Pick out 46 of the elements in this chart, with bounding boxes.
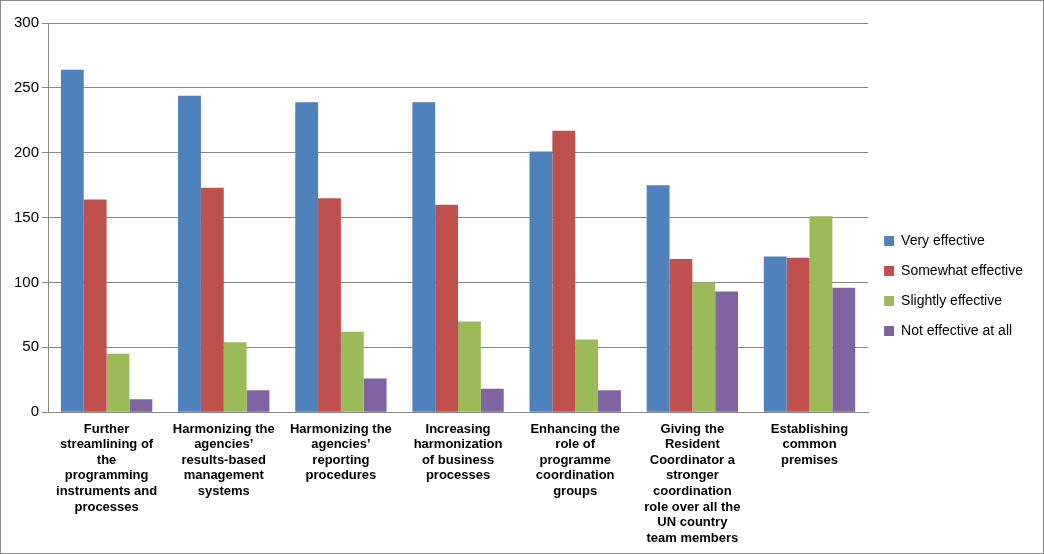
bar [832,287,856,412]
bar [575,339,599,412]
bar [809,216,833,412]
bar [223,342,247,412]
bar [246,390,270,412]
bar [598,390,621,412]
bar [763,256,787,412]
y-tick-label: 250 [14,78,40,96]
x-tick-label: Further streamlining of the programming instruments and processes [56,420,158,514]
x-tick-label: Harmonizing the agencies’ reporting procedures [289,420,392,483]
y-tick-label: 50 [22,337,40,355]
y-tick-label: 150 [14,207,40,225]
legend-label: Slightly effective [901,291,1003,308]
x-tick-label: Giving the Resident Coordinator a stronger coordination role over all the UN country team members [644,420,741,545]
x-tick-label: Establishing common premises [770,420,849,467]
bar [295,102,319,412]
bar [129,399,153,412]
bar [715,291,739,412]
x-tick-label: Increasing harmonization of business processes [413,420,503,483]
bar [646,185,670,412]
y-tick-label: 0 [30,402,40,420]
x-tick-label: Enhancing the role of programme coordination groups [530,420,620,498]
bar [178,95,201,412]
bar [106,353,130,412]
bar [200,187,224,412]
x-tick-label: Harmonizing the agencies’ results-based management systems [172,420,275,498]
y-tick-label: 300 [14,13,40,31]
bar [83,199,107,412]
bar [318,198,341,412]
bar [480,388,504,412]
bar [552,130,576,412]
legend-label: Somewhat effective [901,261,1024,278]
bar [60,69,84,412]
bar [692,282,716,412]
legend-label: Not effective at all [901,321,1013,338]
y-tick-label: 100 [14,272,40,290]
bar [435,204,459,412]
bar [458,321,481,412]
legend-label: Very effective [901,231,986,248]
bar [529,151,553,412]
bar [363,378,387,412]
bar [669,259,693,412]
bar [412,102,436,412]
bar [340,331,364,412]
y-tick-label: 200 [14,142,40,160]
bar [786,257,810,412]
